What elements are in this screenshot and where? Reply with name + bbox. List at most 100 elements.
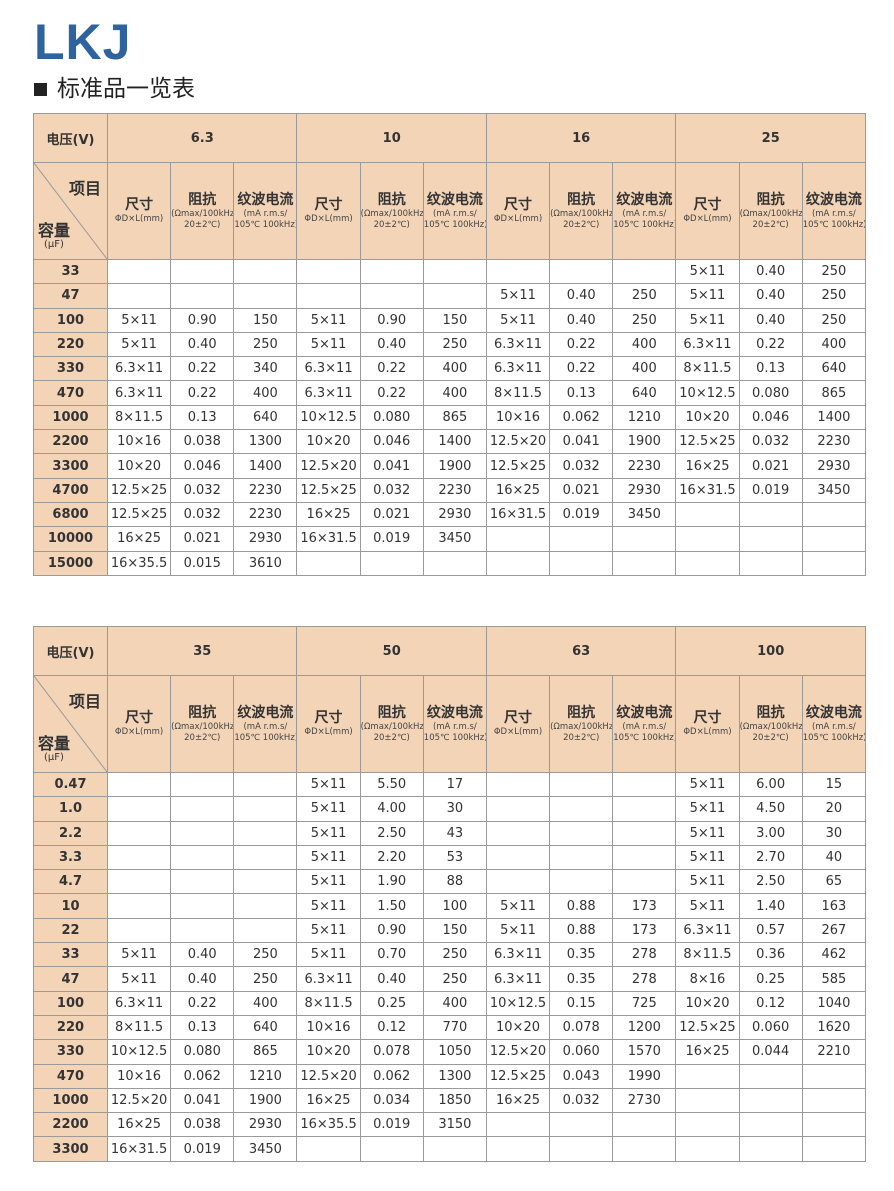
ripple-cell: 400 [422,356,487,382]
impedance-cell [549,1112,614,1138]
size-cell: 12.5×25 [675,429,740,455]
ripple-header-sub: (mA r.m.s/ [622,208,667,219]
voltage-header-row: 电压(V) 6.3 10 16 25 [33,113,866,163]
ripple-cell [612,771,677,798]
ripple-cell: 462 [801,942,867,968]
size-cell: 5×11 [106,307,172,333]
size-cell: 5×11 [675,820,740,846]
impedance-cell: 0.046 [359,429,424,455]
impedance-cell [738,1112,803,1138]
capacity-cell: 47 [33,966,108,992]
table-row: 1000 8×11.5 0.13 640 10×12.5 0.080 865 10×16 0.0… [33,404,867,431]
table-row: 3.3 5×11 2.20 53 5×11 2.70 40 [33,844,867,871]
ripple-cell [801,1087,867,1114]
impedance-cell [170,820,235,846]
size-header-title: 尺寸 [125,197,154,213]
impedance-cell [549,550,614,576]
ripple-cell: 3450 [233,1136,298,1162]
ripple-cell: 278 [612,942,677,968]
ripple-header: 纹波电流 (mA r.m.s/105℃ 100kHz) [801,675,867,773]
impedance-cell: 0.078 [549,1014,614,1041]
size-cell: 10×20 [106,453,172,479]
impedance-header-sub: (Ωmax/100kHz [360,208,424,219]
size-cell: 8×11.5 [675,942,740,968]
ripple-cell: 250 [801,258,867,285]
impedance-cell: 0.046 [738,404,803,431]
corner-item-label: 项目 [68,692,101,711]
impedance-cell: 6.00 [738,771,803,798]
size-header: 尺寸 ΦD×L(mm) [106,675,172,773]
ripple-cell [612,1136,677,1162]
impedance-cell: 0.40 [738,283,803,309]
size-cell [485,1112,551,1138]
size-header-title: 尺寸 [693,197,722,213]
size-cell: 16×31.5 [296,526,361,552]
ripple-cell: 173 [612,917,677,944]
table-row: 4700 12.5×25 0.032 2230 12.5×25 0.032 2230 16×2… [33,477,867,503]
size-cell: 16×31.5 [675,477,740,503]
ripple-cell [422,1136,487,1162]
capacity-cell: 47 [33,283,108,309]
capacity-cell: 2.2 [33,820,108,846]
ripple-cell: 88 [422,869,487,895]
impedance-cell: 0.90 [359,307,424,333]
corner-header: 项目 容量 (μF) [33,675,108,773]
size-header-title: 尺寸 [314,197,343,213]
capacity-cell: 100 [33,990,108,1016]
size-header-sub: ΦD×L(mm) [493,214,543,224]
ripple-header: 纹波电流 (mA r.m.s/105℃ 100kHz) [801,162,867,260]
size-cell [296,1136,361,1162]
size-cell [106,869,172,895]
size-cell [675,501,740,528]
table-row: 33 5×11 0.40 250 5×11 0.70 250 6.3×11 0.35 278 8×1… [33,942,867,968]
ripple-header-title: 纹波电流 [616,191,673,208]
impedance-cell [549,869,614,895]
ripple-cell [801,1136,867,1162]
size-cell: 10×16 [296,1014,361,1041]
impedance-cell: 0.22 [359,356,424,382]
impedance-cell [359,550,424,576]
impedance-cell: 0.019 [738,477,803,503]
ripple-cell: 250 [422,331,487,358]
impedance-header-sub: 20±2℃) [373,219,410,230]
impedance-cell: 0.88 [549,917,614,944]
ripple-cell: 250 [422,966,487,992]
ripple-cell [801,526,867,552]
size-cell: 8×16 [675,966,740,992]
impedance-cell [738,501,803,528]
size-header-sub: ΦD×L(mm) [683,727,732,737]
spec-table-high-voltage: 电压(V) 35 50 63 100 项目 容量 (μF) 尺寸 ΦD×L(mm) 阻抗 (Ωmax/… [33,626,867,1162]
size-cell: 10×16 [106,429,172,455]
impedance-header-title: 阻抗 [567,704,596,721]
ripple-cell: 2930 [233,1112,298,1138]
capacity-cell: 470 [33,1063,108,1089]
ripple-cell: 250 [612,307,677,333]
size-cell: 5×11 [106,966,172,992]
ripple-header-sub: (mA r.m.s/ [432,208,477,219]
size-header-title: 尺寸 [504,197,533,213]
impedance-header-sub: (Ωmax/100kHz [360,721,424,732]
impedance-cell: 0.35 [549,966,614,992]
ripple-cell: 2930 [612,477,677,503]
size-cell: 5×11 [296,869,361,895]
ripple-header-sub: 105℃ 100kHz) [234,732,297,743]
impedance-cell: 0.40 [738,258,803,285]
size-header: 尺寸 ΦD×L(mm) [675,675,740,773]
size-cell: 12.5×25 [485,1063,551,1089]
impedance-cell: 0.40 [170,331,235,358]
size-cell: 12.5×20 [296,1063,361,1089]
capacity-cell: 3.3 [33,844,108,871]
size-cell: 5×11 [675,307,740,333]
size-cell: 16×25 [296,501,361,528]
impedance-header-title: 阻抗 [567,191,596,208]
ripple-cell [233,258,298,285]
size-cell [106,844,172,871]
ripple-header: 纹波电流 (mA r.m.s/105℃ 100kHz) [233,675,298,773]
size-cell: 10×12.5 [106,1039,172,1065]
ripple-cell: 250 [801,307,867,333]
size-header-title: 尺寸 [693,710,722,726]
impedance-cell [170,844,235,871]
impedance-cell [549,258,614,285]
ripple-cell: 1900 [233,1087,298,1114]
capacity-cell: 10 [33,893,108,919]
